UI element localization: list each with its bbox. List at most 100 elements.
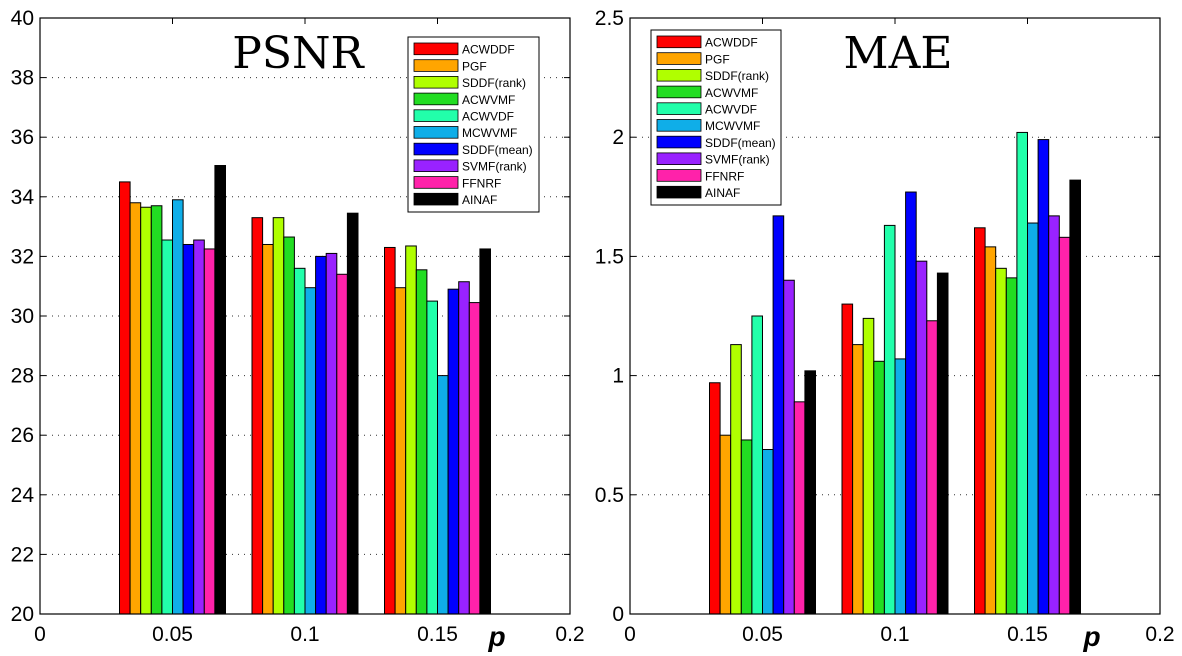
bar-mcwvmf-p0.05 [762,449,774,615]
bar-ffnrf-p0.05 [793,401,806,615]
bar-ffnrf-p0.1 [926,320,938,615]
bar-ffnrf-p0.1 [336,273,348,615]
bar-ainaf-p0.1 [346,212,359,615]
y-tick-label: 20 [11,603,34,626]
x-tick-label: 0 [624,623,636,646]
bar-sddf-rank--p0.1 [272,217,285,615]
legend-swatch [656,169,702,182]
legend-label: ACWDDF [462,43,515,57]
bar-mcwvmf-p0.15 [1027,222,1039,615]
legend-swatch [413,192,459,206]
y-tick-label: 0 [612,603,624,626]
chart-title: MAE [844,28,953,79]
x-tick-label: 0 [34,623,46,646]
bar-mcwvmf-p0.15 [437,375,449,615]
legend: ACWDDF PGF SDDF(rank) ACWVMF ACWVDF MCWVMF SDD… [407,36,540,213]
bar-acwvdf-p0.15 [1016,131,1029,615]
legend-swatch [656,185,702,199]
bar-ainaf-p0.15 [1069,179,1082,615]
legend-label: ACWVMF [705,86,758,100]
bar-ainaf-p0.15 [479,248,491,615]
bar-sddf-mean--p0.05 [182,243,195,615]
bar-sddf-mean--p0.15 [1037,139,1050,615]
legend-swatch [413,109,459,122]
bar-pgf-p0.15 [394,287,407,615]
bar-acwvmf-p0.1 [873,360,885,615]
legend-swatch [656,135,702,149]
bar-acwvdf-p0.15 [426,300,438,615]
legend-swatch [413,76,459,89]
chart-title: PSNR [232,28,365,79]
bar-mcwvmf-p0.1 [304,287,317,615]
bar-pgf-p0.1 [852,344,864,615]
bar-acwvmf-p0.05 [740,439,753,615]
bar-sddf-rank--p0.15 [995,267,1007,615]
bar-ffnrf-p0.05 [203,248,216,615]
legend-swatch [656,102,702,115]
bar-acwddf-p0.1 [841,303,854,615]
bar-acwvdf-p0.1 [883,224,896,615]
bar-sddf-rank--p0.15 [405,245,417,615]
legend-swatch [656,152,702,165]
legend-label: SDDF(rank) [705,69,769,83]
legend-swatch [656,52,702,65]
bar-sddf-rank--p0.05 [140,206,152,615]
bar-ainaf-p0.05 [214,165,226,615]
bar-acwvmf-p0.15 [1005,277,1018,615]
legend-label: SVMF(rank) [462,160,527,174]
legend-label: ACWVMF [462,93,515,107]
bar-acwvmf-p0.15 [415,269,428,615]
bar-acwddf-p0.15 [974,227,986,615]
bar-acwvmf-p0.05 [150,205,163,615]
bar-acwvdf-p0.05 [751,315,764,615]
x-tick-label: 0.05 [742,623,783,646]
legend-swatch [656,119,702,132]
y-tick-label: 28 [11,365,34,388]
bar-svmf-rank--p0.1 [915,260,928,615]
mae-chart-panel: 0 0.5 1 1.5 2 2.5 0 0.05 0.1 0.15 0.2 MAE p ACWDDF PGF… [595,7,1175,652]
bar-pgf-p0.1 [262,243,274,615]
legend-swatch [413,159,459,172]
bar-sddf-rank--p0.05 [730,344,742,615]
legend-label: SDDF(mean) [462,143,533,157]
y-tick-label: 22 [11,543,34,566]
legend-swatch [656,69,702,82]
y-tick-label: 34 [11,186,35,209]
legend-swatch [656,85,702,99]
y-tick-label: 26 [11,424,34,447]
y-tick-label: 0.5 [595,484,624,507]
x-axis-label: p [1082,621,1100,652]
bar-acwvmf-p0.1 [283,236,295,615]
y-tick-label: 24 [11,484,35,507]
bar-mcwvmf-p0.05 [172,199,184,615]
legend-label: FFNRF [705,169,744,183]
y-tick-label: 40 [11,7,34,30]
y-tick-label: 2.5 [595,7,624,30]
psnr-chart-panel: 20 22 24 26 28 30 32 34 36 38 40 0 0.05 0.1 0.15 0.2 PSN… [11,7,585,652]
bar-sddf-mean--p0.05 [772,215,785,615]
bar-sddf-mean--p0.15 [447,288,460,615]
bar-acwvdf-p0.1 [293,267,306,615]
legend-label: ACWDDF [705,36,758,50]
bar-acwvdf-p0.05 [161,239,173,615]
y-tick-label: 30 [11,305,34,328]
legend-label: FFNRF [462,176,501,190]
bar-acwddf-p0.15 [384,246,396,615]
y-tick-label: 2 [612,126,624,149]
legend-label: MCWVMF [705,119,760,133]
legend-label: AINAF [705,186,740,200]
bar-pgf-p0.05 [129,202,142,615]
legend-swatch [413,176,459,189]
y-tick-label: 38 [11,67,34,90]
bar-svmf-rank--p0.05 [783,279,795,615]
bar-ffnrf-p0.15 [1058,236,1071,615]
bar-ainaf-p0.1 [936,272,949,615]
bar-svmf-rank--p0.15 [1048,215,1060,615]
x-tick-label: 0.15 [1007,623,1048,646]
bar-ainaf-p0.05 [804,370,817,615]
bar-svmf-rank--p0.1 [325,252,338,615]
legend-swatch [656,35,702,49]
x-axis-label: p [487,621,505,652]
legend-label: MCWVMF [462,126,517,140]
